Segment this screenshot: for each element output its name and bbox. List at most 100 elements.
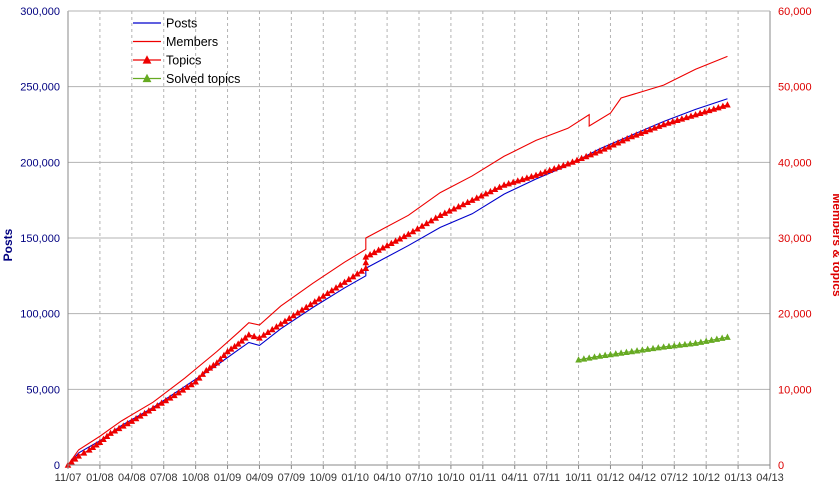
topics-point: [487, 187, 494, 195]
x-tick-label: 11/07: [55, 472, 82, 484]
topics-point: [432, 214, 440, 221]
y-right-axis-label: Members & topics: [830, 193, 839, 297]
x-tick-label: 01/13: [724, 472, 752, 484]
topics-point: [107, 429, 114, 436]
x-tick-label: 04/09: [246, 472, 274, 484]
x-tick-label: 10/08: [182, 472, 210, 484]
solved-topics-point: [649, 344, 657, 352]
solved-topics-point: [580, 355, 588, 362]
x-tick-label: 04/10: [373, 472, 401, 484]
legend-topics-marker: [142, 55, 152, 64]
x-tick-label: 01/09: [214, 472, 242, 484]
topics-point: [202, 366, 210, 374]
topics-point: [324, 289, 331, 297]
legend-posts-label: Posts: [166, 17, 197, 31]
topics-point: [436, 211, 444, 218]
topics-point: [446, 207, 453, 214]
topics-point: [546, 166, 553, 174]
solved-topics-point: [617, 349, 625, 356]
solved-topics-point: [596, 352, 604, 359]
topics-point: [610, 141, 617, 148]
topics-point: [141, 409, 148, 417]
topics-point: [260, 331, 268, 338]
topics-point: [302, 303, 310, 310]
topics-point: [234, 340, 242, 347]
topics-point: [332, 284, 340, 291]
topics-point: [371, 248, 378, 256]
topics-point: [328, 286, 336, 294]
topics-point: [128, 417, 136, 424]
topics-point: [459, 200, 467, 208]
topics-point: [290, 312, 297, 319]
axes: [67, 10, 771, 469]
solved-topics-point: [601, 351, 609, 358]
topics-point: [183, 383, 191, 390]
x-tick-label: 10/12: [692, 472, 720, 484]
topics-point: [455, 203, 462, 210]
topics-point: [75, 452, 82, 459]
solved-topics-point: [665, 342, 673, 350]
topics-point: [423, 219, 430, 227]
topics-point: [250, 332, 258, 340]
topics-point: [241, 334, 249, 341]
x-tick-label: 04/13: [756, 472, 784, 484]
y-right-tick-label: 0: [778, 460, 784, 472]
topics-point: [298, 306, 306, 313]
x-tick-label: 01/11: [469, 472, 496, 484]
topics-point: [564, 160, 572, 167]
topics-point: [555, 163, 563, 170]
solved-topics-point: [724, 333, 731, 340]
topics-point: [68, 458, 75, 465]
x-tick-label: 01/12: [597, 472, 625, 484]
topics-point: [137, 412, 144, 419]
topics-point: [532, 171, 540, 178]
solved-topics-point: [718, 334, 726, 341]
y-right-tick-label: 50,000: [778, 82, 812, 94]
solved-topics-point: [681, 340, 689, 348]
y-right-tick-label: 20,000: [778, 309, 812, 321]
topics-point: [550, 165, 558, 172]
topics-point: [582, 152, 590, 160]
topics-point: [409, 227, 417, 235]
legend-members-label: Members: [166, 35, 218, 49]
topics-point: [281, 317, 289, 324]
topics-point: [80, 449, 88, 456]
x-tick-label: 07/08: [150, 472, 178, 484]
x-tick-label: 07/11: [533, 472, 560, 484]
topics-point: [345, 275, 353, 283]
topics-point: [162, 396, 170, 404]
topics-point: [646, 126, 654, 133]
x-tick-label: 10/11: [565, 472, 592, 484]
solved-topics-point: [660, 343, 667, 350]
topics-point: [383, 241, 391, 249]
topics-point: [560, 161, 567, 169]
y-left-tick-label: 300,000: [20, 6, 60, 18]
x-tick-label: 01/10: [341, 472, 369, 484]
y-left-axis-label: Posts: [1, 228, 15, 261]
topics-point: [379, 244, 387, 251]
x-tick-label: 04/11: [501, 472, 528, 484]
topics-point: [89, 443, 97, 451]
topics-point: [441, 209, 449, 216]
y-left-tick-label: 250,000: [20, 82, 60, 94]
topics-point: [400, 232, 408, 240]
solved-topics-point: [644, 345, 651, 352]
topics-point: [482, 190, 490, 197]
topics-point: [115, 424, 123, 432]
topics-point: [591, 149, 599, 156]
topics-point: [375, 246, 382, 253]
topics-point: [614, 139, 622, 146]
solved-topics-point: [585, 354, 593, 361]
topics-point: [628, 133, 636, 140]
topics-point: [85, 446, 93, 453]
x-tick-label: 04/12: [629, 472, 657, 484]
topics-point: [362, 258, 370, 266]
solved-topics-point: [713, 335, 721, 342]
topics-point: [220, 351, 228, 358]
topics-point: [231, 342, 238, 350]
topics-point: [238, 337, 246, 344]
topics-point: [103, 432, 111, 439]
topics-point: [336, 281, 344, 288]
topics-point: [319, 292, 327, 299]
solved-topics-point: [697, 338, 705, 345]
